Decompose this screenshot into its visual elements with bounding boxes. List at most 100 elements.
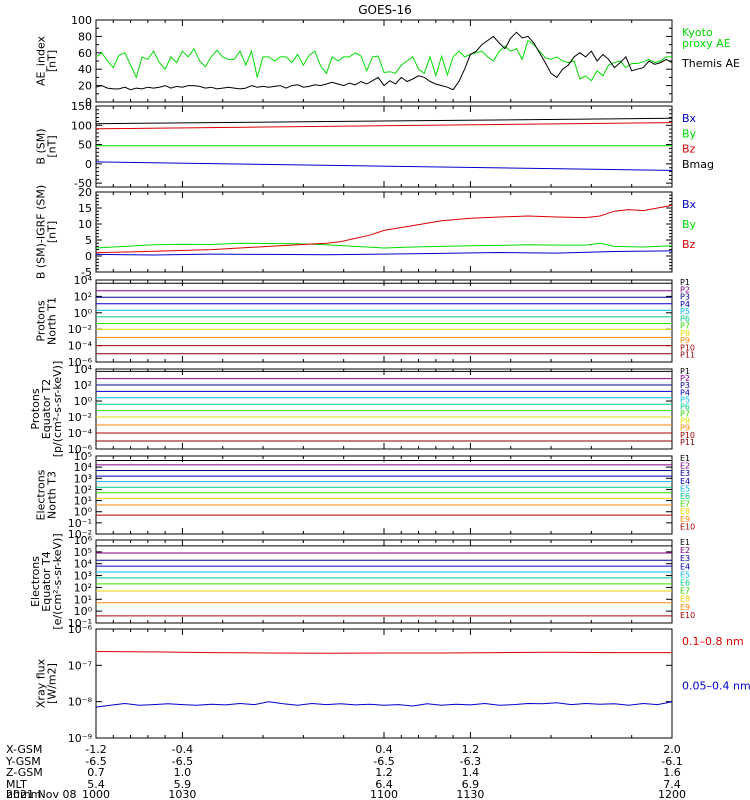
y-tick-label: 10 bbox=[78, 218, 92, 231]
x-table-value: 2.0 bbox=[663, 743, 681, 756]
y-tick-label: 20 bbox=[78, 186, 92, 199]
legend-label: Bz bbox=[682, 238, 696, 251]
legend-label: E8 bbox=[680, 595, 690, 604]
legend-label: Bmag bbox=[682, 158, 714, 171]
legend-label: By bbox=[682, 218, 697, 231]
y-axis-label: Xray flux bbox=[35, 658, 48, 708]
legend-label: E7 bbox=[680, 587, 690, 596]
x-table-value: 1.2 bbox=[375, 766, 393, 779]
x-table-value: 5.4 bbox=[87, 778, 105, 791]
y-tick-label: 10⁻⁹ bbox=[68, 732, 92, 745]
y-tick-label: -5 bbox=[81, 266, 92, 279]
x-table-row-label: Y-GSM bbox=[5, 755, 41, 768]
y-tick-label: 10⁻² bbox=[68, 528, 92, 541]
x-table-value: 1000 bbox=[82, 788, 110, 800]
panel-3: -5 0 5 10 15 20 B (SM)-IGRF (SM)[nT] Bx By Bz bbox=[35, 185, 697, 279]
x-table-row-label: X-GSM bbox=[6, 743, 42, 756]
panel-frame bbox=[95, 191, 673, 273]
legend-label: E8 bbox=[680, 507, 690, 516]
legend-label: P11 bbox=[680, 438, 695, 447]
legend-label: P7 bbox=[680, 322, 690, 331]
legend-label: Bz bbox=[682, 143, 696, 156]
legend-label: P4 bbox=[680, 300, 690, 309]
legend-label: P11 bbox=[680, 351, 695, 360]
legend-label: E7 bbox=[680, 500, 690, 509]
panel-frame bbox=[95, 105, 673, 188]
legend-label: P1 bbox=[680, 278, 690, 287]
legend-label: E3 bbox=[680, 554, 690, 563]
y-tick-label: 0 bbox=[85, 158, 92, 171]
y-axis-label: Equator T2 bbox=[40, 379, 53, 439]
x-table-value: 0.4 bbox=[375, 743, 393, 756]
y-tick-label: 10⁻² bbox=[68, 411, 92, 424]
y-tick-label: 0 bbox=[85, 96, 92, 109]
series-line-bx bbox=[95, 250, 673, 256]
x-table-value: -1.2 bbox=[85, 743, 106, 756]
legend-label: 0.1–0.8 nm bbox=[682, 635, 744, 648]
legend-label: E5 bbox=[680, 570, 690, 579]
series-line-bz bbox=[95, 122, 673, 130]
series-line-0-1-0-8-nm bbox=[95, 651, 672, 654]
legend-label: E10 bbox=[680, 611, 695, 620]
y-tick-label: -50 bbox=[74, 177, 92, 190]
y-tick-label: 10⁰ bbox=[74, 307, 93, 320]
series-line-0-05-0-4-nm bbox=[95, 701, 673, 708]
series-line-by bbox=[95, 242, 673, 249]
y-tick-label: 10¹ bbox=[74, 593, 92, 606]
legend-label: E1 bbox=[680, 538, 690, 547]
legend-label: E9 bbox=[680, 603, 690, 612]
y-axis-label: Electrons bbox=[35, 469, 48, 520]
legend-label: E3 bbox=[680, 469, 690, 478]
legend-label: P10 bbox=[680, 431, 695, 440]
x-table-value: -6.5 bbox=[373, 755, 394, 768]
legend-label: P10 bbox=[680, 343, 695, 352]
x-table-value: -6.1 bbox=[661, 755, 682, 768]
legend-label: P9 bbox=[680, 424, 690, 433]
legend-label: P5 bbox=[680, 307, 690, 316]
legend-label: P8 bbox=[680, 329, 690, 338]
panel-frame bbox=[95, 539, 673, 624]
y-tick-label: 150 bbox=[71, 100, 92, 113]
legend-label: E4 bbox=[680, 562, 690, 571]
y-tick-label: 10² bbox=[74, 483, 92, 496]
legend-label: Kyoto bbox=[682, 26, 713, 39]
panel-frame bbox=[95, 628, 673, 739]
x-table-row-label: MLT bbox=[6, 778, 27, 791]
legend-label: P3 bbox=[680, 293, 690, 302]
x-table-value: 1.4 bbox=[462, 766, 480, 779]
x-table-row-label: hhmm bbox=[6, 788, 41, 800]
legend-label: Bx bbox=[682, 198, 697, 211]
legend-label: P2 bbox=[680, 285, 690, 294]
y-axis-label: [nT] bbox=[46, 135, 59, 157]
x-table-value: 6.4 bbox=[375, 778, 393, 791]
x-table-value: 1.6 bbox=[663, 766, 681, 779]
y-tick-label: 10⁻⁶ bbox=[68, 623, 93, 636]
legend-label: 0.05–0.4 nm bbox=[682, 680, 750, 693]
y-tick-label: 10⁻⁶ bbox=[68, 356, 93, 369]
y-tick-label: 10⁴ bbox=[74, 558, 93, 571]
legend-label: By bbox=[682, 127, 697, 140]
y-tick-label: 10⁻⁶ bbox=[68, 443, 93, 456]
y-tick-label: 10² bbox=[74, 379, 92, 392]
legend-label: P8 bbox=[680, 417, 690, 426]
legend-label: P9 bbox=[680, 336, 690, 345]
y-tick-label: 10³ bbox=[74, 570, 92, 583]
x-table-value: 1030 bbox=[168, 788, 196, 800]
x-axis-table: X-GSM -1.2 -0.4 0.4 1.2 2.0 Y-GSM -6.5 -6.5 -6.5 -… bbox=[5, 743, 686, 800]
legend-label: E2 bbox=[680, 462, 690, 471]
series-line-bx bbox=[95, 161, 673, 171]
y-tick-label: 10³ bbox=[74, 472, 92, 485]
y-axis-label: [p/(cm²-s-sr-keV)] bbox=[51, 361, 64, 458]
x-table-value: -0.4 bbox=[172, 743, 193, 756]
legend-label: P2 bbox=[680, 374, 690, 383]
y-tick-label: 10⁰ bbox=[74, 506, 93, 519]
y-tick-label: 50 bbox=[78, 139, 92, 152]
y-tick-label: 10⁻⁴ bbox=[68, 340, 93, 353]
legend-label: E6 bbox=[680, 492, 690, 501]
y-tick-label: 0 bbox=[85, 250, 92, 263]
